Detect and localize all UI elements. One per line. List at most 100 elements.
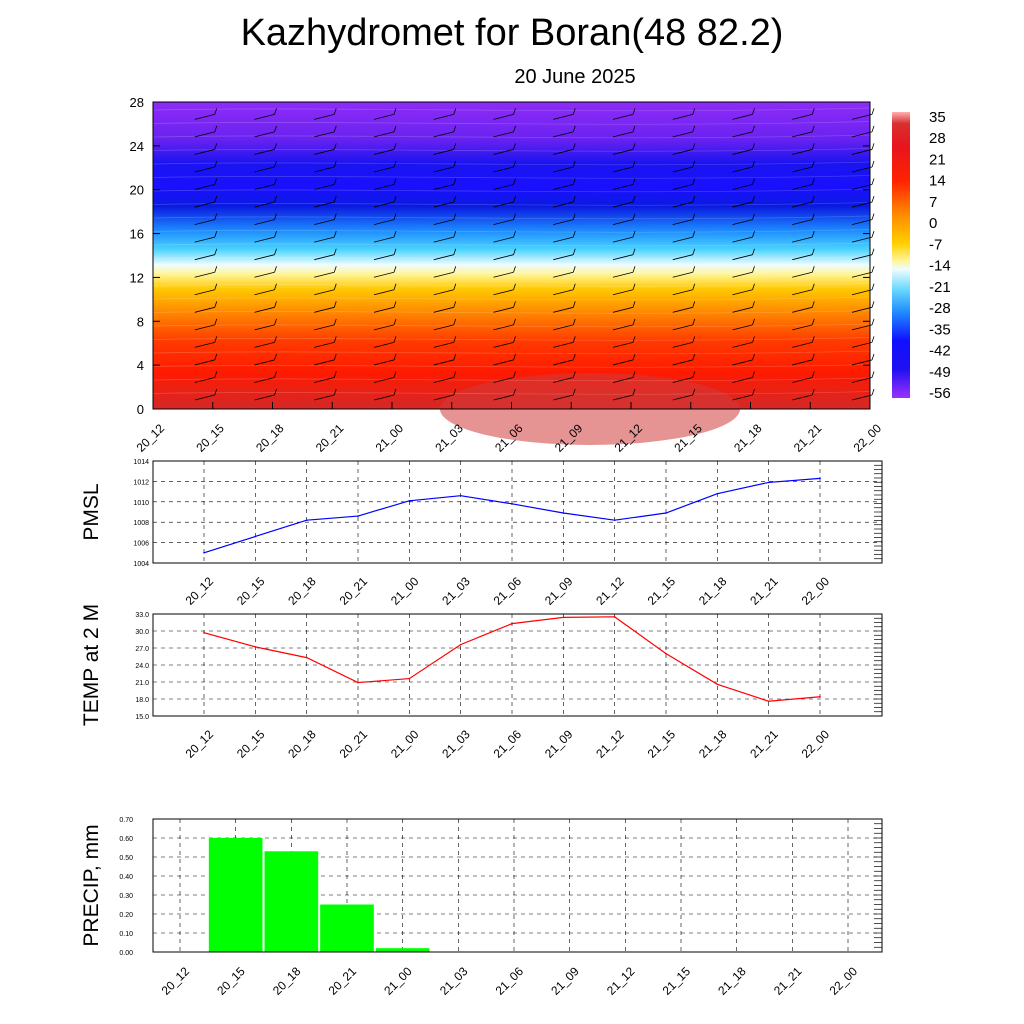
precip-bar xyxy=(264,851,319,952)
wind-barb xyxy=(194,195,218,208)
wind-barb xyxy=(732,160,755,173)
x-tick-label: 22_00 xyxy=(851,421,885,455)
wind-barb xyxy=(194,371,218,383)
wind-barb xyxy=(792,160,815,173)
x-tick-label: 21_03 xyxy=(439,727,473,761)
x-tick-label: 21_21 xyxy=(791,421,825,455)
wind-barb xyxy=(792,213,815,225)
wind-barb xyxy=(672,336,696,348)
x-tick-label: 21_03 xyxy=(437,964,471,998)
wind-barb xyxy=(792,283,815,296)
wind-barb xyxy=(672,143,696,155)
y-tick-label: 24 xyxy=(130,139,144,154)
data-point xyxy=(408,677,411,680)
colorbar-label: 7 xyxy=(929,194,937,211)
x-tick-label: 21_15 xyxy=(645,574,679,608)
data-point xyxy=(254,646,257,648)
wind-barb xyxy=(373,283,397,296)
wind-barb xyxy=(194,231,218,243)
contour-line xyxy=(152,391,871,395)
wind-barb xyxy=(433,248,457,261)
x-tick-label: 20_18 xyxy=(285,574,319,608)
colorbar-label: 28 xyxy=(929,130,946,147)
wind-barb xyxy=(851,318,875,331)
data-point xyxy=(511,503,513,505)
colorbar xyxy=(892,112,910,398)
wind-barb xyxy=(373,371,397,383)
wind-barb xyxy=(792,301,815,313)
temp-chart: 15.0 18.0 21.0 24.0 27.0 30.0 33.0 20_12 20_15 20… xyxy=(80,604,883,761)
wind-barb xyxy=(612,336,636,348)
wind-barb xyxy=(493,160,516,173)
contour-line xyxy=(152,229,871,233)
colorbar-label: -35 xyxy=(929,321,951,338)
colorbar-label: -28 xyxy=(929,300,951,317)
wind-barb xyxy=(314,266,337,278)
x-tick-label: 21_00 xyxy=(388,574,422,608)
wind-barb xyxy=(314,248,337,261)
contour-line xyxy=(152,283,871,287)
wind-barb xyxy=(314,301,337,313)
wind-barb xyxy=(732,301,755,313)
wind-barb xyxy=(553,353,576,366)
wind-barb xyxy=(433,353,457,366)
wind-barb xyxy=(612,143,636,155)
data-point xyxy=(357,515,359,517)
page-subtitle: 20 June 2025 xyxy=(514,66,636,88)
wind-barb xyxy=(194,213,218,225)
wind-barb xyxy=(672,108,696,120)
x-tick-label: 20_15 xyxy=(193,421,227,455)
y-tick-label: 12 xyxy=(130,270,144,285)
wind-barb xyxy=(433,231,457,243)
contour-line xyxy=(152,215,871,220)
wind-barb xyxy=(433,318,457,331)
wind-barb xyxy=(612,301,636,313)
wind-barb xyxy=(493,248,516,261)
y-tick-label: 28 xyxy=(130,95,144,110)
wind-barb xyxy=(493,266,516,278)
wind-barb xyxy=(314,231,337,243)
data-point xyxy=(613,519,616,521)
colorbar-label: 35 xyxy=(929,109,946,126)
wind-barb xyxy=(851,353,875,366)
panel-frame xyxy=(152,613,883,717)
y-tick-label: 0.10 xyxy=(119,931,133,938)
colorbar-label: -42 xyxy=(929,343,951,360)
wind-barb xyxy=(254,231,277,243)
wind-barb xyxy=(612,283,636,296)
wind-barb xyxy=(792,388,815,401)
x-tick-label: 20_21 xyxy=(326,964,360,998)
wind-barb xyxy=(373,388,397,401)
wind-barb xyxy=(732,318,755,331)
wind-barb xyxy=(254,108,277,120)
wind-barb xyxy=(672,160,696,173)
wind-barb xyxy=(553,143,576,155)
y-tick-label: 15.0 xyxy=(135,714,149,721)
wind-barb xyxy=(254,178,277,190)
wind-barb xyxy=(194,160,218,173)
wind-barb xyxy=(553,178,576,190)
data-point xyxy=(305,656,308,659)
y-tick-label: 0.00 xyxy=(119,950,133,957)
wind-barb xyxy=(792,231,815,243)
wind-barb xyxy=(553,125,576,138)
data-point xyxy=(203,552,205,554)
wind-barb xyxy=(553,371,576,383)
wind-barb xyxy=(553,301,576,313)
wind-barb xyxy=(851,160,875,173)
wind-barb xyxy=(851,108,875,120)
y-tick-label: 1008 xyxy=(133,520,149,527)
panel-frame xyxy=(152,460,883,564)
wind-barb xyxy=(373,336,397,348)
colorbar-label: -7 xyxy=(929,236,942,253)
wind-barb xyxy=(314,336,337,348)
colorbar-label: 14 xyxy=(929,173,946,190)
wind-barb xyxy=(792,125,815,138)
wind-barb xyxy=(254,248,277,261)
wind-barb xyxy=(553,336,576,348)
wind-barb xyxy=(194,336,218,348)
wind-barb xyxy=(851,231,875,243)
contour-line xyxy=(152,296,871,301)
x-tick-label: 21_21 xyxy=(747,727,781,761)
wind-barb xyxy=(314,388,337,401)
